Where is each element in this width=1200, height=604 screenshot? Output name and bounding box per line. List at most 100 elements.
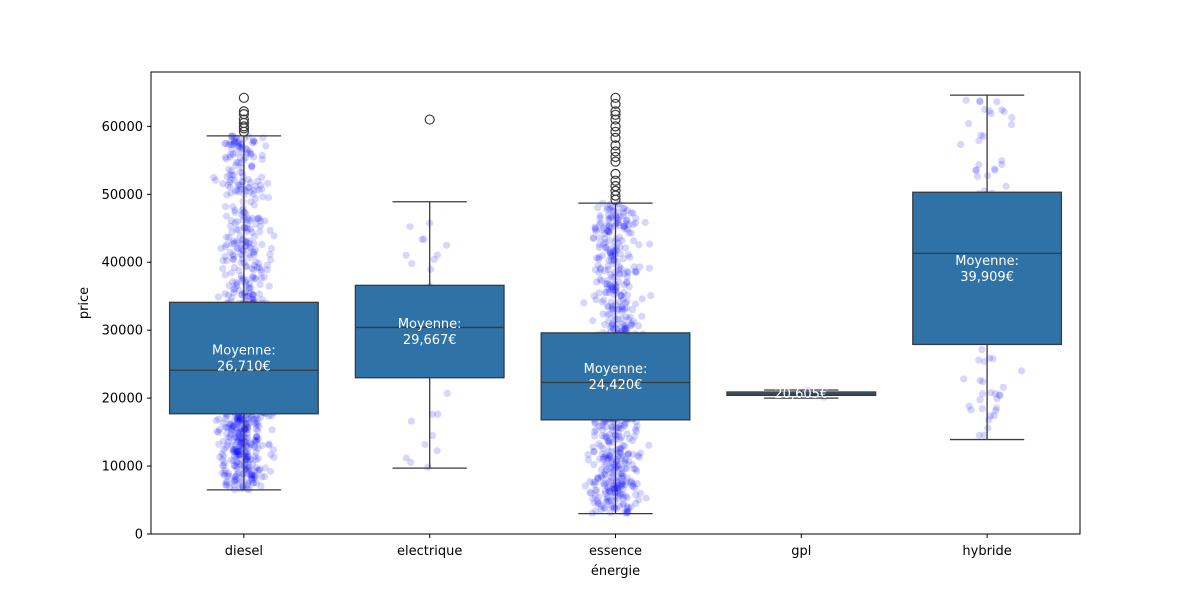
strip-point (239, 178, 247, 186)
strip-point (250, 479, 258, 487)
strip-point (606, 453, 614, 462)
strip-point (231, 429, 239, 437)
strip-point (230, 138, 239, 146)
strip-point (230, 481, 239, 489)
strip-point (627, 477, 636, 485)
strip-point (590, 481, 599, 489)
strip-point (602, 479, 610, 487)
strip-point (254, 444, 262, 452)
strip-point (603, 276, 612, 285)
strip-point (624, 451, 632, 459)
strip-point (605, 477, 613, 485)
strip-point (595, 243, 603, 252)
strip-point (589, 494, 597, 503)
strip-point (222, 240, 231, 249)
strip-point (243, 466, 251, 475)
strip-point (244, 426, 252, 434)
strip-point (609, 286, 617, 294)
strip-point (245, 457, 253, 465)
strip-point (233, 451, 242, 459)
box-group-essence (540, 92, 691, 515)
strip-point (233, 414, 241, 422)
strip-point (224, 438, 233, 446)
strip-point (591, 224, 600, 232)
strip-point (237, 416, 245, 424)
strip-point (407, 417, 415, 425)
strip-point (601, 234, 609, 243)
strip-point (221, 153, 229, 161)
strip-point (227, 424, 235, 433)
strip-point (239, 435, 247, 443)
strip-point (245, 284, 253, 292)
strip-point (597, 265, 605, 274)
strip-point (230, 176, 238, 184)
y-tick-label: 0 (135, 528, 143, 543)
strip-point (227, 456, 235, 464)
strip-point (226, 420, 234, 429)
strip-point (237, 435, 245, 443)
y-tick-label: 40000 (102, 256, 143, 271)
strip-point (221, 415, 230, 423)
strip-point (229, 421, 237, 429)
strip-point (233, 434, 242, 442)
strip-point (621, 480, 630, 489)
strip-point (247, 474, 256, 482)
strip-point (605, 285, 613, 293)
strip-point (617, 482, 625, 491)
strip-point (618, 454, 626, 463)
strip-point (976, 396, 984, 404)
strip-point (266, 227, 274, 235)
strip-point (253, 264, 261, 272)
strip-point (251, 182, 260, 190)
strip-point (225, 233, 233, 242)
strip-point (232, 237, 241, 245)
mean-label-line: Moyenne: (955, 254, 1019, 269)
strip-point (264, 179, 272, 188)
strip-point (598, 431, 606, 440)
x-tick-label: diesel (225, 544, 263, 559)
strip-point (239, 439, 247, 448)
strip-point (605, 228, 614, 236)
strip-point (250, 265, 258, 274)
strip-point (250, 239, 258, 248)
strip-point (976, 98, 984, 106)
strip-point (631, 432, 639, 440)
strip-point (227, 141, 236, 149)
strip-point (623, 225, 632, 233)
strip-point (615, 423, 623, 432)
strip-point (590, 460, 598, 469)
strip-point (236, 142, 244, 150)
strip-point (614, 239, 622, 247)
strip-point (258, 173, 266, 181)
strip-point (615, 452, 623, 460)
strip-point (608, 305, 616, 313)
strip-point (233, 438, 241, 446)
strip-point (234, 159, 242, 167)
strip-point (623, 324, 631, 333)
strip-point (236, 414, 244, 422)
strip-point (248, 265, 256, 273)
strip-point (623, 298, 631, 306)
strip-point (601, 321, 609, 329)
strip-point (232, 278, 240, 287)
strip-point (251, 443, 259, 452)
strip-point (618, 308, 626, 316)
strip-point (420, 235, 428, 243)
strip-point (616, 271, 624, 279)
box-group-electrique (354, 114, 505, 469)
strip-point (998, 157, 1006, 165)
strip-point (991, 390, 1000, 398)
strip-point (267, 450, 275, 459)
strip-point (222, 233, 231, 241)
strip-point (622, 279, 631, 287)
strip-point (231, 441, 239, 449)
strip-point (998, 160, 1006, 169)
strip-point (235, 181, 243, 189)
outlier-point (610, 156, 621, 167)
strip-point (229, 150, 237, 158)
strip-point (255, 263, 263, 271)
strip-point (605, 439, 613, 447)
strip-point (623, 267, 631, 275)
strip-point (223, 191, 231, 199)
strip-point (976, 376, 984, 385)
